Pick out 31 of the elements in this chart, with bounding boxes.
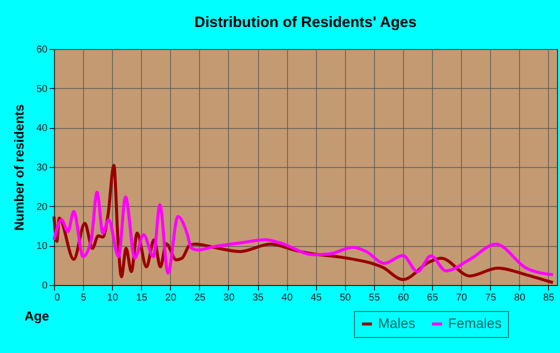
x-tick-label: 20: [165, 292, 177, 304]
x-tick-label: 70: [456, 292, 468, 304]
line-series: [52, 190, 554, 276]
x-tick-label: 40: [282, 292, 294, 304]
legend-label: Females: [448, 315, 502, 331]
y-tick-label: 30: [36, 162, 48, 174]
x-tick-label: 45: [310, 292, 322, 304]
x-tick-label: 55: [368, 292, 380, 304]
legend-label: Males: [378, 315, 416, 331]
y-tick-label: 20: [36, 202, 48, 213]
x-tick-label: 50: [340, 292, 352, 304]
x-tick-label: 10: [107, 292, 119, 304]
y-tick-label: 0: [42, 280, 48, 292]
x-tick-label: 25: [194, 292, 206, 304]
x-tick-label: 5: [80, 292, 87, 304]
y-tick-label: 50: [36, 84, 48, 95]
y-tick-label: 60: [36, 44, 48, 56]
x-tick-label: 80: [514, 292, 526, 304]
x-tick-label: 35: [252, 292, 264, 304]
x-tick-label: 65: [426, 292, 438, 304]
x-tick-label: 60: [398, 292, 410, 304]
y-axis-title: Number of residents: [11, 104, 26, 231]
x-tick-label: 30: [223, 292, 235, 304]
chart-title: Distribution of Residents' Ages: [194, 14, 417, 31]
y-tick-label: 40: [36, 123, 48, 134]
x-axis-title: Age: [24, 308, 50, 324]
x-tick-label: 15: [136, 292, 148, 304]
x-tick-label: 75: [485, 292, 497, 304]
x-tick-label: 85: [543, 292, 555, 304]
x-tick-label: 0: [54, 292, 60, 304]
y-tick-label: 10: [36, 241, 48, 252]
